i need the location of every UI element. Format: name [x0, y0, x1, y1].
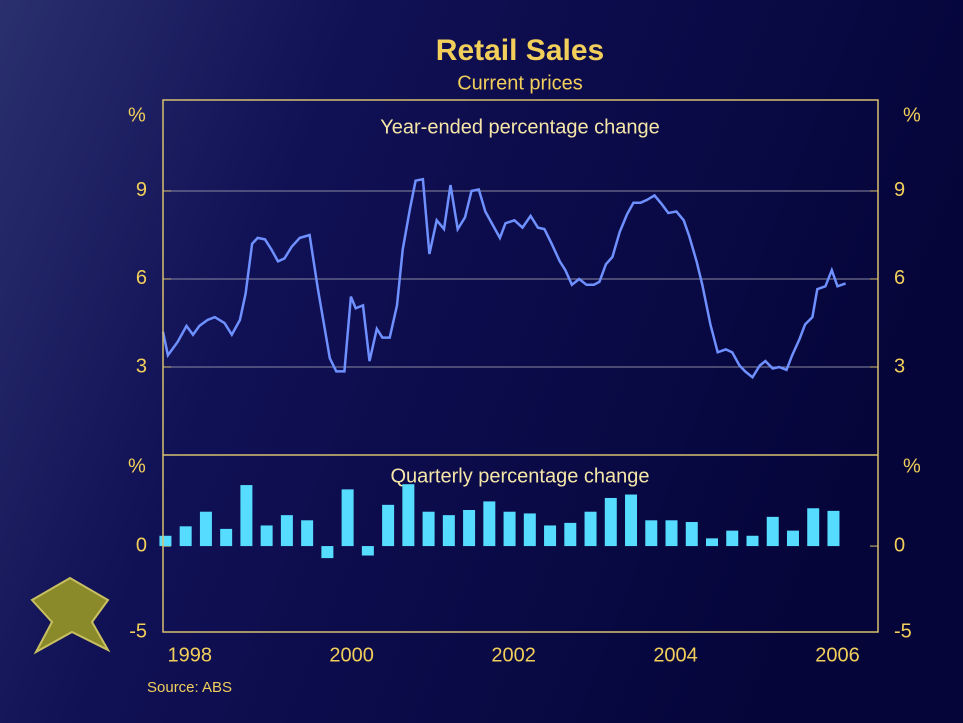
bar [361, 546, 374, 556]
y2-tick-label: 9 [894, 179, 905, 201]
bar [523, 513, 536, 547]
y-tick-label: 9 [136, 179, 147, 201]
bar [807, 508, 820, 547]
bar [584, 511, 597, 547]
bar [645, 520, 658, 547]
y-unit: % [903, 104, 921, 126]
bar [341, 489, 354, 547]
bar [159, 535, 172, 547]
x-tick-label: 2000 [329, 644, 374, 666]
bar [199, 511, 212, 547]
bar [179, 526, 192, 547]
y-tick-label: 6 [136, 267, 147, 289]
y2-tick-label: 6 [894, 267, 905, 289]
bar [402, 484, 415, 547]
y-tick-label: 0 [136, 534, 147, 556]
y2-tick-label: 3 [894, 355, 905, 377]
panel-label: Year-ended percentage change [380, 116, 660, 138]
x-tick-label: 2006 [815, 644, 860, 666]
y2-tick-label: -5 [894, 620, 912, 642]
bar [260, 525, 273, 547]
bar [665, 520, 678, 547]
bar [442, 515, 455, 547]
bar [726, 530, 739, 547]
x-tick-label: 1998 [167, 644, 212, 666]
bar [503, 511, 516, 547]
bar [625, 494, 638, 547]
panel-label: Quarterly percentage change [390, 465, 649, 487]
bar [706, 538, 719, 547]
source: Source: ABS [147, 679, 232, 696]
bar [301, 520, 314, 547]
bar [483, 501, 496, 547]
chart-subtitle: Current prices [457, 72, 583, 94]
bar [280, 515, 293, 547]
logo [30, 576, 111, 655]
bar [746, 535, 759, 547]
bar [463, 509, 476, 547]
y-unit: % [903, 455, 921, 477]
bar [685, 522, 698, 547]
bar [422, 511, 435, 547]
y-tick-label: -5 [129, 620, 147, 642]
bar [220, 528, 233, 547]
bar [604, 497, 617, 547]
bar [544, 525, 557, 547]
y-unit: % [128, 455, 146, 477]
bar [382, 504, 395, 547]
chart-title: Retail Sales [436, 34, 604, 67]
bar [240, 485, 253, 547]
y-tick-label: 3 [136, 355, 147, 377]
bar [321, 546, 334, 559]
line [161, 177, 847, 380]
x-tick-label: 2004 [653, 644, 698, 666]
bar [827, 510, 840, 547]
y2-tick-label: 0 [894, 534, 905, 556]
y-unit: % [128, 104, 146, 126]
bar [766, 516, 779, 547]
bar [564, 522, 577, 547]
bar [786, 530, 799, 547]
x-tick-label: 2002 [491, 644, 536, 666]
plot-frame [162, 99, 879, 633]
